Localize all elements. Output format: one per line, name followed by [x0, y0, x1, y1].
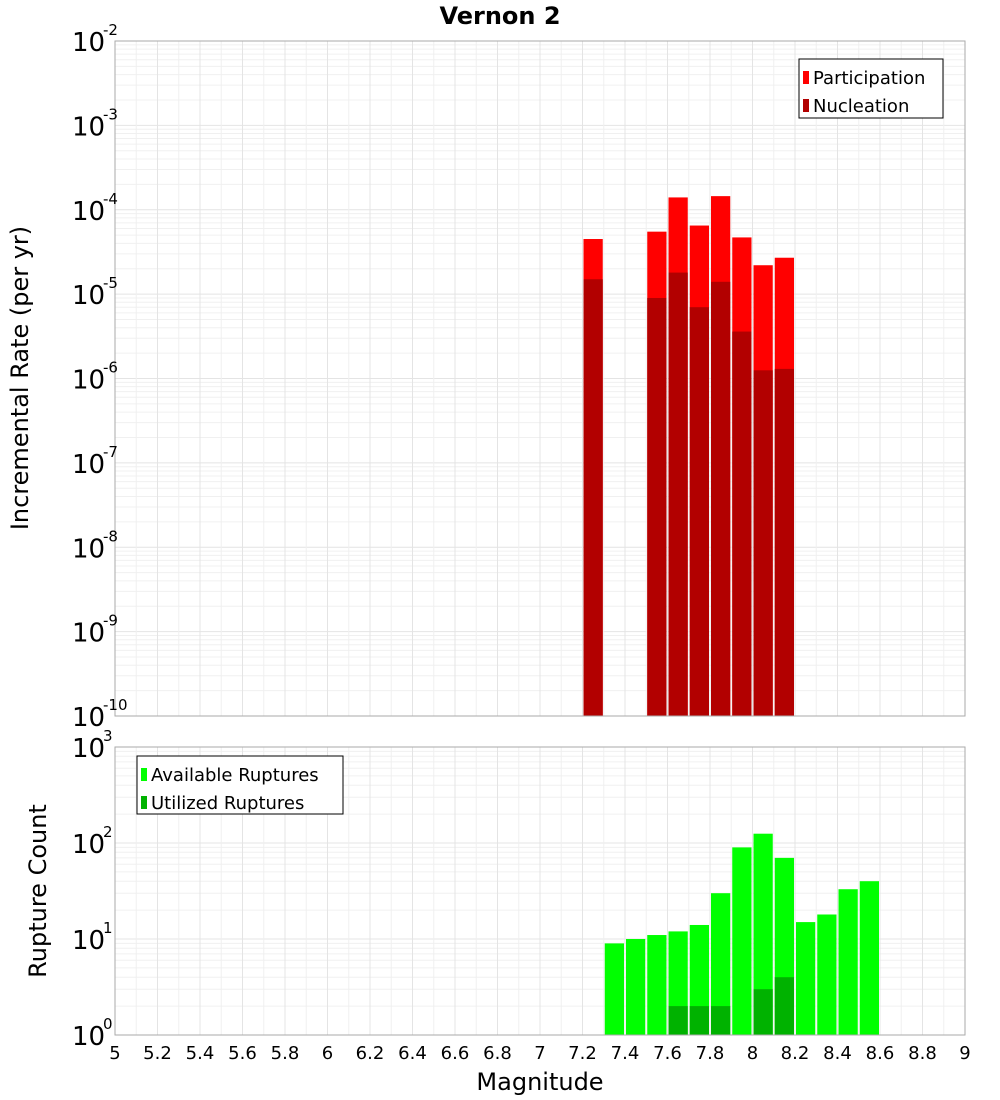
legend-box — [136, 755, 344, 815]
legend-swatch-participation — [803, 71, 809, 84]
bar-nucleation-m7.85 — [711, 281, 731, 716]
y-tick-exponent: -2 — [103, 21, 118, 39]
x-tick-label: 8.6 — [866, 1043, 895, 1064]
bar-nucleation-m7.25 — [583, 279, 603, 716]
rupture-count-plot-frame — [114, 746, 966, 1036]
bar-utilized-ruptures-m7.75 — [689, 1006, 709, 1035]
legend-label-available-ruptures: Available Ruptures — [151, 765, 319, 786]
y-tick-exponent: -6 — [103, 359, 118, 377]
bar-nucleation-m7.95 — [732, 331, 752, 716]
bar-utilized-ruptures-m7.65 — [668, 1006, 688, 1035]
chart-title: Vernon 2 — [439, 2, 560, 30]
y-tick-exponent: -10 — [103, 696, 128, 714]
y-tick-label: 10 — [72, 281, 105, 311]
y-tick-exponent: -4 — [103, 190, 118, 208]
y-tick-exponent: -5 — [103, 274, 118, 292]
x-tick-label: 5.2 — [143, 1043, 172, 1064]
y-tick-label: 10 — [72, 926, 105, 956]
bar-nucleation-m7.75 — [689, 307, 709, 716]
y-tick-label: 10 — [72, 1022, 105, 1052]
x-tick-label: 6.8 — [483, 1043, 512, 1064]
y-tick-label: 10 — [72, 450, 105, 480]
legend-box — [798, 58, 944, 119]
y-tick-exponent: -3 — [103, 105, 118, 123]
y-tick-exponent: -7 — [103, 443, 118, 461]
x-tick-label: 6.4 — [398, 1043, 427, 1064]
x-tick-label: 8.4 — [823, 1043, 852, 1064]
bar-utilized-ruptures-m8.15 — [774, 977, 794, 1035]
legend-label-nucleation: Nucleation — [813, 96, 909, 117]
y-tick-label: 10 — [72, 703, 105, 733]
bar-available-ruptures-m8.25 — [796, 922, 816, 1035]
y-tick-label: 10 — [72, 366, 105, 396]
x-tick-label: 7 — [534, 1043, 545, 1064]
bar-available-ruptures-m7.95 — [732, 847, 752, 1035]
incremental-rate-plot-frame — [114, 40, 966, 717]
legend-swatch-nucleation — [803, 99, 809, 112]
x-axis-label: Magnitude — [476, 1068, 603, 1096]
x-tick-label: 8.8 — [908, 1043, 937, 1064]
x-tick-label: 8.2 — [781, 1043, 810, 1064]
bar-available-ruptures-m8.55 — [859, 881, 879, 1035]
bar-utilized-ruptures-m8.05 — [753, 989, 773, 1035]
x-tick-label: 7.8 — [696, 1043, 725, 1064]
incremental-rate-y-axis-label: Incremental Rate (per yr) — [6, 226, 34, 530]
y-tick-exponent: -8 — [103, 527, 118, 545]
bar-nucleation-m7.65 — [668, 272, 688, 716]
bar-nucleation-m8.05 — [753, 370, 773, 716]
y-tick-exponent: 0 — [103, 1015, 113, 1033]
bar-nucleation-m7.55 — [647, 297, 667, 716]
bar-nucleation-m8.15 — [774, 368, 794, 716]
bar-available-ruptures-m8.05 — [753, 833, 773, 1035]
bar-available-ruptures-m7.35 — [604, 943, 624, 1035]
x-tick-label: 9 — [959, 1043, 970, 1064]
rupture-count-legend: Available Ruptures Utilized Ruptures — [136, 755, 344, 815]
x-tick-label: 5.6 — [228, 1043, 257, 1064]
bar-available-ruptures-m7.85 — [711, 893, 731, 1035]
y-tick-exponent: 1 — [103, 919, 113, 937]
legend-swatch-available-ruptures — [141, 768, 147, 781]
y-tick-exponent: -9 — [103, 612, 118, 630]
y-tick-label: 10 — [72, 830, 105, 860]
y-tick-exponent: 3 — [103, 727, 113, 745]
y-tick-label: 10 — [72, 534, 105, 564]
legend-label-utilized-ruptures: Utilized Ruptures — [151, 793, 304, 814]
rupture-count-y-axis-label: Rupture Count — [24, 804, 52, 978]
x-tick-label: 6.2 — [356, 1043, 385, 1064]
bar-utilized-ruptures-m7.85 — [711, 1006, 731, 1035]
x-axis-tick-labels: 5 5.2 5.4 5.6 5.8 6 6.2 6.4 6.6 6.8 7 7.2 7.4 7.6 7.8 8… — [109, 1043, 970, 1064]
y-tick-label: 10 — [72, 112, 105, 142]
x-tick-label: 5 — [109, 1043, 120, 1064]
legend-swatch-utilized-ruptures — [141, 796, 147, 809]
y-tick-label: 10 — [72, 619, 105, 649]
x-tick-label: 6 — [322, 1043, 333, 1064]
y-tick-label: 10 — [72, 197, 105, 227]
x-tick-label: 5.4 — [186, 1043, 215, 1064]
x-tick-label: 7.6 — [653, 1043, 682, 1064]
incremental-rate-legend: Participation Nucleation — [798, 58, 944, 119]
bar-available-ruptures-m7.45 — [626, 939, 646, 1035]
y-tick-label: 10 — [72, 28, 105, 58]
bar-available-ruptures-m8.45 — [838, 889, 858, 1035]
legend-label-participation: Participation — [813, 68, 925, 89]
x-tick-label: 6.6 — [441, 1043, 470, 1064]
x-tick-label: 7.2 — [568, 1043, 597, 1064]
bar-available-ruptures-m8.35 — [817, 914, 837, 1035]
x-tick-label: 5.8 — [271, 1043, 300, 1064]
x-tick-label: 7.4 — [611, 1043, 640, 1064]
x-tick-label: 8 — [747, 1043, 758, 1064]
y-tick-exponent: 2 — [103, 823, 113, 841]
y-tick-label: 10 — [72, 734, 105, 764]
bar-available-ruptures-m7.55 — [647, 935, 667, 1035]
